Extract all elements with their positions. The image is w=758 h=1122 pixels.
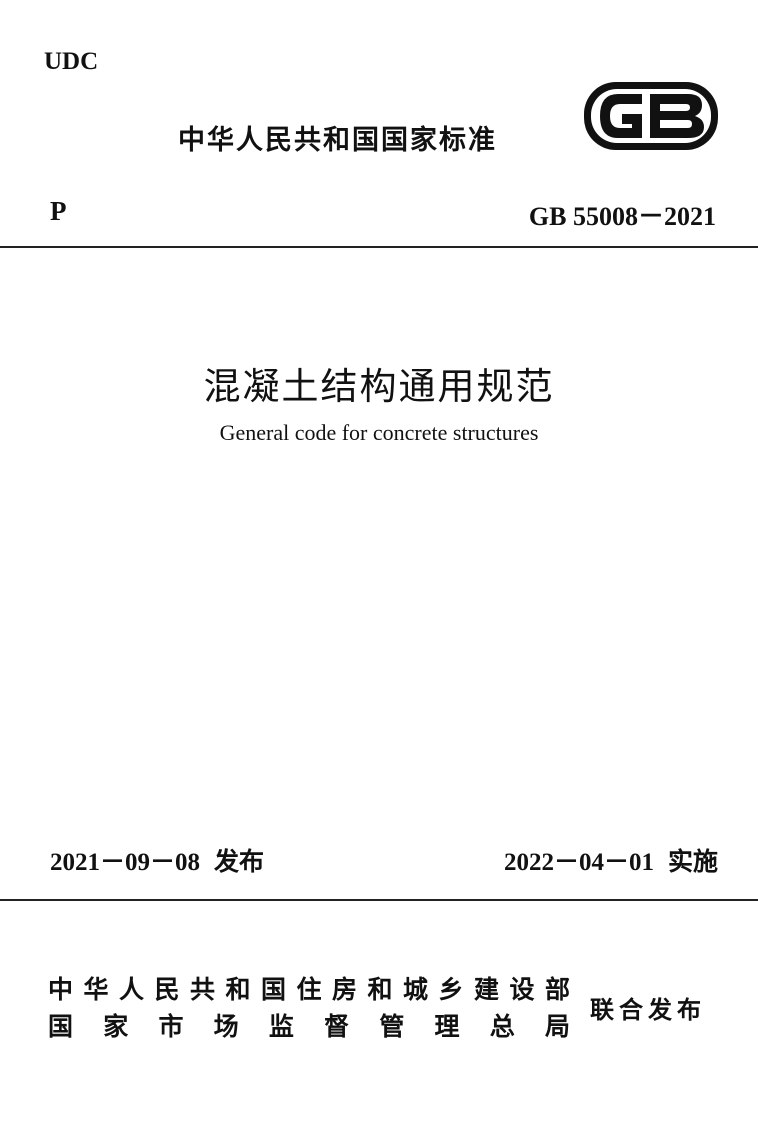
category-code: P [50, 196, 67, 226]
issue-date-block: 2021－09－08 发布 [50, 842, 264, 878]
national-standard-heading: 中华人民共和国国家标准 [178, 125, 497, 156]
top-divider [0, 246, 758, 248]
bottom-divider [0, 899, 758, 901]
issuer-ministry: 中华人民共和国住房和城乡建设部 [48, 975, 570, 1004]
gb-logo-icon [584, 82, 718, 150]
gb-logo [582, 80, 720, 152]
document-title-english: General code for concrete structures [219, 420, 539, 445]
document-title-chinese: 混凝土结构通用规范 [203, 365, 555, 408]
udc-label: UDC [44, 48, 99, 75]
implementation-label: 实施 [667, 847, 718, 876]
standard-number: GB 55008－2021 [528, 202, 716, 231]
implementation-date-block: 2022－04－01 实施 [504, 842, 718, 878]
issuer-market-regulation: 国家市场监督管理总局 [48, 1012, 570, 1041]
implementation-date: 2022－04－01 [503, 849, 654, 876]
issue-label: 发布 [214, 847, 265, 876]
issue-date: 2021－09－08 [50, 849, 201, 876]
joint-issue-label: 联合发布 [590, 996, 706, 1024]
